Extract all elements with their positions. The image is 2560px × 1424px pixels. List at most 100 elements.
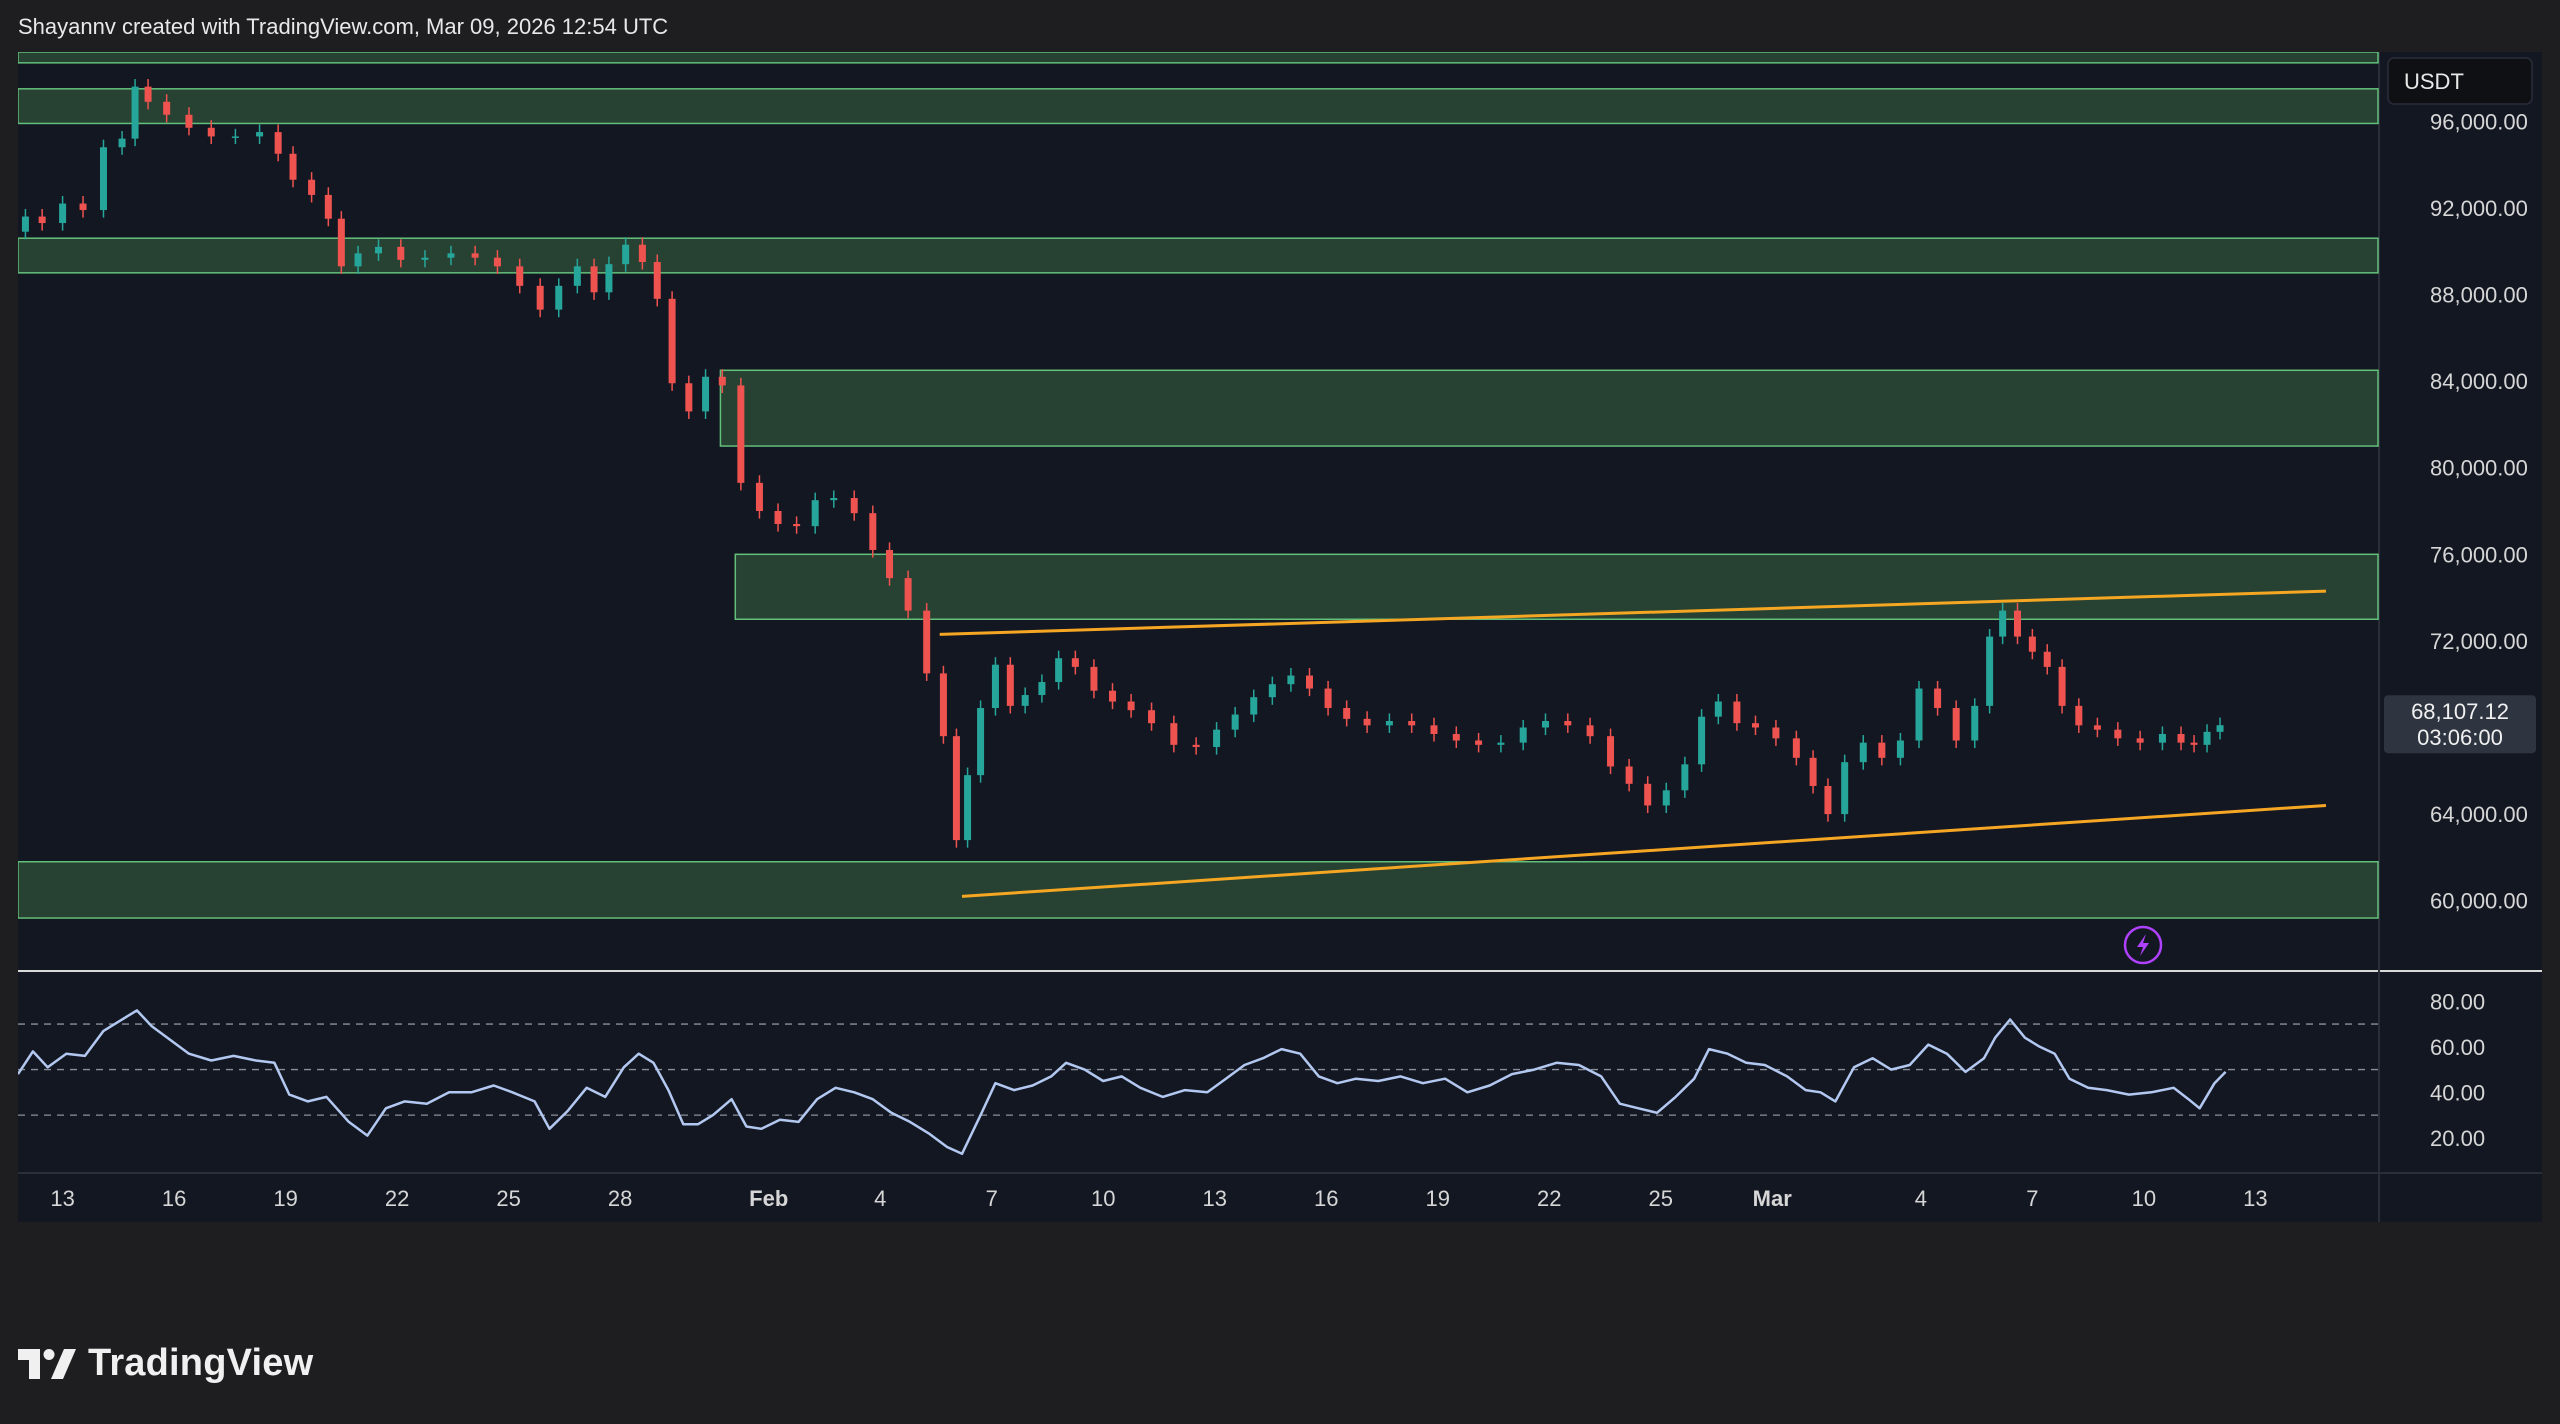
candle-body bbox=[1363, 718, 1371, 726]
candle-body bbox=[2075, 705, 2083, 726]
trendline-1 bbox=[961, 803, 2327, 898]
candle-body bbox=[256, 132, 264, 137]
candle-body bbox=[2216, 725, 2224, 732]
chart-frame[interactable]: 96,000.00 92,000.00 88,000.00 84,000.00 80,0… bbox=[16, 51, 2542, 1308]
rsi-pane-background bbox=[18, 972, 2378, 1172]
candle-body bbox=[811, 500, 819, 527]
currency-label[interactable]: USDT bbox=[2404, 69, 2464, 94]
candle-body bbox=[1625, 766, 1633, 784]
rsi-axis-labels: 80.00 60.00 40.00 20.00 bbox=[2430, 989, 2485, 1151]
price-tick-label: 60,000.00 bbox=[2430, 889, 2528, 914]
price-tick-label: 80,000.00 bbox=[2430, 456, 2528, 481]
candle-body bbox=[668, 298, 676, 384]
trendline-0 bbox=[939, 589, 2327, 636]
candle-body bbox=[2058, 666, 2066, 706]
candle-body bbox=[1055, 658, 1063, 683]
candle-body bbox=[2028, 636, 2036, 652]
price-chart[interactable]: 96,000.00 92,000.00 88,000.00 84,000.00 80,0… bbox=[16, 51, 2542, 1308]
currency-selector[interactable]: USDT bbox=[2387, 57, 2533, 105]
candle-body bbox=[1644, 783, 1652, 806]
last-price-tag: 68,107.12 03:06:00 bbox=[2384, 695, 2536, 754]
candle-body bbox=[1385, 721, 1393, 726]
candle-body bbox=[850, 498, 858, 514]
candle-body bbox=[1714, 701, 1722, 717]
time-tick-label: 10 bbox=[2132, 1186, 2156, 1211]
candle-body bbox=[1809, 757, 1817, 786]
candle-body bbox=[2158, 734, 2166, 743]
candle-body bbox=[1006, 664, 1014, 706]
candle-body bbox=[274, 132, 282, 154]
candle-body bbox=[923, 610, 931, 674]
zone-0 bbox=[17, 51, 2379, 64]
candle-body bbox=[375, 246, 383, 254]
candle-body bbox=[421, 257, 429, 260]
candle-body bbox=[231, 136, 239, 138]
price-axis-labels: 96,000.00 92,000.00 88,000.00 84,000.00 80,0… bbox=[2430, 109, 2528, 913]
candle-body bbox=[2190, 742, 2198, 745]
candle-body bbox=[1541, 721, 1549, 728]
time-tick-label: 4 bbox=[874, 1186, 886, 1211]
candle-body bbox=[1733, 701, 1741, 724]
candle-body bbox=[1792, 738, 1800, 758]
time-tick-label: Feb bbox=[749, 1186, 788, 1211]
candle-body bbox=[38, 216, 46, 224]
candle-body bbox=[1021, 695, 1029, 706]
candle-body bbox=[185, 114, 193, 128]
candle-body bbox=[397, 246, 405, 260]
candle-body bbox=[1170, 723, 1178, 745]
chart-credit: Shayannv created with TradingView.com, M… bbox=[18, 14, 669, 39]
candle-body bbox=[830, 498, 838, 501]
price-tick-label: 92,000.00 bbox=[2430, 196, 2528, 221]
time-tick-label: 16 bbox=[1314, 1186, 1338, 1211]
candle-body bbox=[1698, 716, 1706, 765]
candle-body bbox=[869, 513, 877, 550]
tradingview-logo[interactable]: TradingView bbox=[18, 1342, 313, 1385]
time-tick-label: 10 bbox=[1091, 1186, 1115, 1211]
candle-body bbox=[493, 257, 501, 267]
tradingview-logo-icon bbox=[18, 1348, 76, 1379]
candle-body bbox=[1071, 658, 1079, 667]
candle-body bbox=[1430, 725, 1438, 735]
candle-body bbox=[605, 264, 613, 293]
candle-body bbox=[1772, 727, 1780, 739]
candle-body bbox=[2043, 651, 2051, 667]
price-tick-label: 84,000.00 bbox=[2430, 369, 2528, 394]
candle-body bbox=[1287, 675, 1295, 685]
time-tick-label: 22 bbox=[385, 1186, 409, 1211]
time-tick-label: 25 bbox=[1648, 1186, 1672, 1211]
zone-2 bbox=[17, 237, 2379, 274]
candle-body bbox=[1971, 705, 1979, 741]
candle-body bbox=[1127, 701, 1135, 711]
price-tick-label: 88,000.00 bbox=[2430, 282, 2528, 307]
time-tick-label: 19 bbox=[1425, 1186, 1449, 1211]
candle-body bbox=[1751, 723, 1759, 728]
zone-3 bbox=[719, 369, 2379, 447]
price-tick-label: 96,000.00 bbox=[2430, 109, 2528, 134]
candle-body bbox=[131, 86, 139, 139]
candle-body bbox=[1305, 675, 1313, 689]
candle-body bbox=[1662, 790, 1670, 806]
price-tick-label: 76,000.00 bbox=[2430, 542, 2528, 567]
candle-body bbox=[1497, 742, 1505, 745]
candle-body bbox=[1999, 610, 2007, 637]
candle-body bbox=[1586, 725, 1594, 737]
candle-body bbox=[555, 285, 563, 310]
candle-body bbox=[939, 673, 947, 737]
candle-body bbox=[702, 376, 710, 412]
candle-body bbox=[1564, 721, 1572, 726]
candle-body bbox=[21, 216, 29, 232]
candle-body bbox=[1452, 734, 1460, 741]
candle-body bbox=[653, 262, 661, 299]
candle-body bbox=[2093, 725, 2101, 730]
lightning-icon[interactable] bbox=[2123, 925, 2163, 965]
time-tick-label: 19 bbox=[273, 1186, 297, 1211]
candle-body bbox=[886, 549, 894, 579]
candle-body bbox=[1213, 729, 1221, 747]
candle-body bbox=[573, 266, 581, 286]
candle-body bbox=[447, 253, 455, 258]
candle-body bbox=[337, 218, 345, 267]
candle-body bbox=[2013, 610, 2021, 637]
rsi-tick-label: 40.00 bbox=[2430, 1080, 2485, 1105]
candle-body bbox=[590, 266, 598, 293]
candle-body bbox=[964, 775, 972, 841]
